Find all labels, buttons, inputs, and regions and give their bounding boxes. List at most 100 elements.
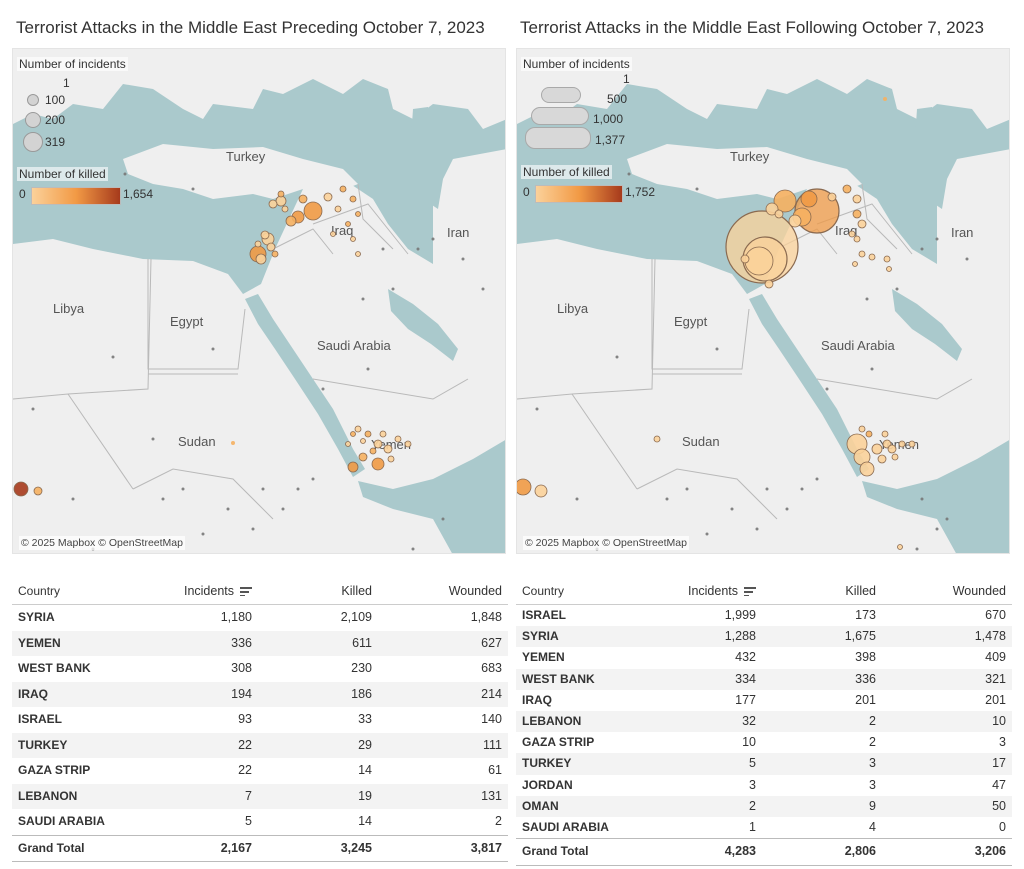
incident-marker[interactable] <box>653 435 661 443</box>
incident-marker[interactable] <box>226 507 230 511</box>
incident-marker[interactable] <box>277 190 285 198</box>
incident-marker[interactable] <box>858 425 866 433</box>
incident-marker[interactable] <box>251 527 255 531</box>
incident-marker[interactable] <box>268 199 278 209</box>
incident-marker[interactable] <box>815 477 819 481</box>
incident-marker[interactable] <box>321 387 325 391</box>
sort-descending-icon[interactable] <box>744 585 756 598</box>
incident-marker[interactable] <box>387 455 395 463</box>
incident-marker[interactable] <box>260 230 270 240</box>
table-row[interactable]: SYRIA 1,180 2,109 1,848 <box>12 605 508 631</box>
incident-marker[interactable] <box>411 547 415 551</box>
header-killed[interactable]: Killed <box>341 584 372 598</box>
incident-marker[interactable] <box>870 367 874 371</box>
incident-marker[interactable] <box>935 527 939 531</box>
incident-marker[interactable] <box>965 257 969 261</box>
incident-marker[interactable] <box>481 287 485 291</box>
sort-descending-icon[interactable] <box>240 585 252 598</box>
incident-marker[interactable] <box>535 407 539 411</box>
table-row[interactable]: YEMEN 432 398 409 <box>516 647 1012 668</box>
header-wounded[interactable]: Wounded <box>952 584 1006 598</box>
incident-marker[interactable] <box>354 425 362 433</box>
incident-marker[interactable] <box>517 478 532 496</box>
incident-marker[interactable] <box>871 443 883 455</box>
map-following[interactable]: Turkey Iraq Iran Libya Egypt Saudi Arabi… <box>516 48 1010 554</box>
table-row[interactable]: GAZA STRIP 10 2 3 <box>516 732 1012 753</box>
incident-marker[interactable] <box>800 487 804 491</box>
incident-marker[interactable] <box>852 209 862 219</box>
header-incidents[interactable]: Incidents <box>184 578 252 604</box>
table-row[interactable]: WEST BANK 334 336 321 <box>516 668 1012 690</box>
incident-marker[interactable] <box>281 205 289 213</box>
incident-marker[interactable] <box>311 477 315 481</box>
incident-marker[interactable] <box>151 437 155 441</box>
incident-marker[interactable] <box>883 97 887 101</box>
incident-marker[interactable] <box>935 237 939 241</box>
map-attribution[interactable]: © 2025 Mapbox © OpenStreetMap <box>523 536 689 550</box>
incident-marker[interactable] <box>33 486 43 496</box>
incident-marker[interactable] <box>281 507 285 511</box>
incident-marker[interactable] <box>877 454 887 464</box>
table-row[interactable]: ISRAEL 93 33 140 <box>12 707 508 733</box>
incident-marker[interactable] <box>859 461 875 477</box>
table-row[interactable]: LEBANON 32 2 10 <box>516 710 1012 733</box>
incident-marker[interactable] <box>355 251 361 257</box>
table-row[interactable]: SAUDI ARABIA 1 4 0 <box>516 817 1012 838</box>
incident-marker[interactable] <box>788 214 802 228</box>
incident-marker[interactable] <box>364 430 372 438</box>
header-wounded[interactable]: Wounded <box>448 584 502 598</box>
incident-marker[interactable] <box>908 440 916 448</box>
header-killed[interactable]: Killed <box>845 584 876 598</box>
incident-marker[interactable] <box>349 195 357 203</box>
incident-marker[interactable] <box>895 287 899 291</box>
incident-marker[interactable] <box>755 527 759 531</box>
incident-marker[interactable] <box>848 230 856 238</box>
table-row[interactable]: YEMEN 336 611 627 <box>12 630 508 656</box>
incident-marker[interactable] <box>715 347 719 351</box>
incident-marker[interactable] <box>416 247 420 251</box>
incident-marker[interactable] <box>842 184 852 194</box>
incident-marker[interactable] <box>161 497 165 501</box>
incident-marker[interactable] <box>323 192 333 202</box>
incident-marker[interactable] <box>740 254 750 264</box>
incident-marker[interactable] <box>665 497 669 501</box>
incident-marker[interactable] <box>886 266 892 272</box>
incident-marker[interactable] <box>461 257 465 261</box>
incident-marker[interactable] <box>371 457 385 471</box>
incident-marker[interactable] <box>355 211 361 217</box>
incident-marker[interactable] <box>373 439 383 449</box>
incident-marker[interactable] <box>330 231 336 237</box>
incident-marker[interactable] <box>764 279 774 289</box>
incident-marker[interactable] <box>627 172 631 176</box>
incident-marker[interactable] <box>366 367 370 371</box>
incident-marker[interactable] <box>360 438 366 444</box>
incident-marker[interactable] <box>897 544 903 550</box>
incident-marker[interactable] <box>773 189 797 213</box>
incident-marker[interactable] <box>891 453 899 461</box>
incident-marker[interactable] <box>765 202 779 216</box>
header-country[interactable]: Country <box>18 584 61 598</box>
table-row[interactable]: OMAN 2 9 50 <box>516 795 1012 817</box>
incident-marker[interactable] <box>111 355 115 359</box>
table-row[interactable]: LEBANON 7 19 131 <box>12 783 508 809</box>
incident-marker[interactable] <box>275 195 287 207</box>
header-incidents[interactable]: Incidents <box>688 578 756 604</box>
table-row[interactable]: JORDAN 3 3 47 <box>516 775 1012 796</box>
incident-marker[interactable] <box>441 517 445 521</box>
incident-marker[interactable] <box>853 235 861 243</box>
incident-marker[interactable] <box>347 461 359 473</box>
incident-marker[interactable] <box>285 215 297 227</box>
incident-marker[interactable] <box>345 441 351 447</box>
incident-marker[interactable] <box>765 487 769 491</box>
incident-marker[interactable] <box>383 444 393 454</box>
incident-marker[interactable] <box>261 487 265 491</box>
incident-marker[interactable] <box>350 236 356 242</box>
incident-marker[interactable] <box>857 219 867 229</box>
incident-marker[interactable] <box>201 532 205 536</box>
incident-marker[interactable] <box>534 484 548 498</box>
incident-marker[interactable] <box>852 261 858 267</box>
table-row[interactable]: TURKEY 22 29 111 <box>12 732 508 758</box>
table-row[interactable]: IRAQ 177 201 201 <box>516 690 1012 711</box>
incident-marker[interactable] <box>334 205 342 213</box>
incident-marker[interactable] <box>345 221 351 227</box>
